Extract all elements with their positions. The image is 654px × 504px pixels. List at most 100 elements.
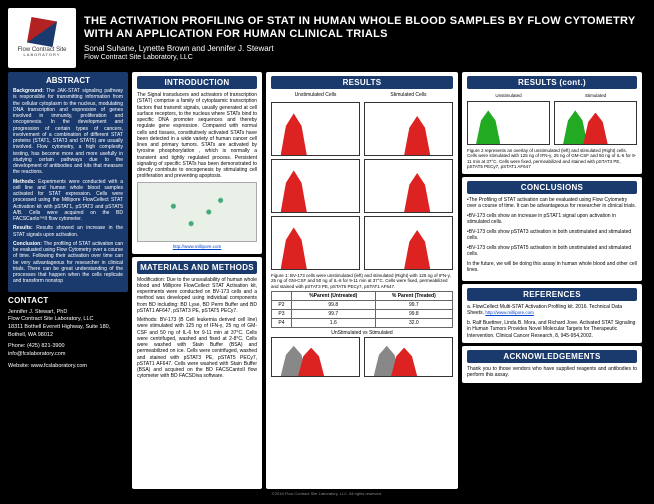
refs-panel: REFERENCES a. FlowCellect Multi-STAT Act… (462, 284, 642, 344)
r2c3: 32.0 (375, 319, 452, 328)
footer: ©2018 Flow Contract Site Laboratory, LLC… (8, 491, 646, 496)
title-block: THE ACTIVATION PROFILING OF STAT IN HUMA… (84, 15, 646, 61)
mm-heading: MATERIALS AND METHODS (137, 261, 257, 274)
chart-row-1 (271, 102, 453, 156)
chart-unstim-2 (271, 159, 360, 213)
col-3: RESULTS Unstimulated Cells Stimulated Ce… (266, 72, 458, 489)
abs-bg: The JAK-STAT signaling pathway is respon… (13, 88, 123, 175)
contact-phone: Phone: (425) 821-3900 (8, 343, 128, 351)
r0c2: 99.8 (291, 301, 375, 310)
cb5: In the future, we will be doing this ass… (467, 261, 637, 274)
th1 (272, 292, 292, 301)
authors: Sonal Suhane, Lynette Brown and Jennifer… (84, 44, 646, 53)
unstim-label: Unstimulated Cells (271, 92, 360, 98)
chart-stim-3 (364, 216, 453, 270)
r2-charts (467, 101, 637, 145)
overlay-1 (271, 337, 360, 377)
contact-name: Jennifer J. Stewart, PhD (8, 309, 128, 317)
refs-heading: REFERENCES (467, 288, 637, 301)
table-row: P4 1.6 32.0 (272, 319, 453, 328)
intro-heading: INTRODUCTION (137, 76, 257, 89)
r0c1: P2 (272, 301, 292, 310)
conclusions-panel: CONCLUSIONS •The Profiling of STAT activ… (462, 177, 642, 281)
ref2: b. Ralf Buettner, Linda B. Mora, and Ric… (467, 320, 637, 340)
results2-panel: RESULTS (cont.) Unstimulated Stimulated … (462, 72, 642, 174)
ack-panel: ACKNOWLEDGEMENTS Thank you to those vend… (462, 346, 642, 383)
chart-row-2 (271, 159, 453, 213)
col-4: RESULTS (cont.) Unstimulated Stimulated … (462, 72, 642, 489)
th2: %Parent (Untreated) (291, 292, 375, 301)
cb3: •BV-173 cells show pSTAT3 activation in … (467, 229, 637, 242)
mm-body: Modification: Due to the unavailability … (137, 277, 257, 380)
abs-m: Experiments were conducted with a cell l… (13, 179, 123, 223)
chart-unstim-1 (271, 102, 360, 156)
abstract-body: Background: The JAK-STAT signaling pathw… (13, 88, 123, 285)
cb1: •The Profiling of STAT activation can be… (467, 197, 637, 210)
abstract-panel: ABSTRACT Background: The JAK-STAT signal… (8, 72, 128, 292)
intro-panel: INTRODUCTION The Signal transducers and … (132, 72, 262, 254)
mm-p2: Methods: BV-173 (B Cell leukemia derived… (137, 317, 257, 380)
stim-label: Stimulated Cells (364, 92, 453, 98)
fig1-caption: Figure 1: BV-173 cells were unstimulated… (271, 273, 453, 289)
logo: Flow Contract Site LABORATORY (8, 8, 76, 68)
abs-bg-label: Background: (13, 88, 44, 94)
results-heading: RESULTS (271, 76, 453, 89)
r2c1: P4 (272, 319, 292, 328)
results-table: %Parent (Untreated) % Parent (Treated) P… (271, 291, 453, 328)
overlay-row (271, 337, 453, 377)
ack-heading: ACKNOWLEDGEMENTS (467, 350, 637, 363)
contact-email: info@fcslaboratory.com (8, 351, 128, 359)
abs-m-label: Methods: (13, 179, 35, 185)
refs-body: a. FlowCellect Multi-STAT Activation Pro… (467, 304, 637, 340)
abstract-heading: ABSTRACT (13, 76, 123, 85)
abs-r-label: Results: (13, 225, 33, 231)
chart-labels-row: Unstimulated Cells Stimulated Cells (271, 92, 453, 99)
r0c3: 99.7 (375, 301, 452, 310)
ack-text: Thank you to those vendors who have supp… (467, 366, 637, 379)
th3: % Parent (Treated) (375, 292, 452, 301)
contact-org: Flow Contract Site Laboratory, LLC (8, 316, 128, 324)
chart-unstim-3 (271, 216, 360, 270)
ref1-link[interactable]: http://www.millipore.com (485, 310, 534, 315)
columns: ABSTRACT Background: The JAK-STAT signal… (8, 72, 646, 489)
intro-text: The Signal transducers and activators of… (137, 92, 257, 180)
chart-stim-2 (364, 159, 453, 213)
abs-c-label: Conclusion: (13, 241, 42, 247)
logo-text2: LABORATORY (24, 53, 61, 57)
poster-title: THE ACTIVATION PROFILING OF STAT IN HUMA… (84, 15, 646, 41)
results2-heading: RESULTS (cont.) (467, 76, 637, 89)
intro-link[interactable]: http://www.millipore.com (173, 244, 222, 249)
overlay-2 (364, 337, 453, 377)
r2-chart-l (467, 101, 550, 145)
fig2-caption: Figure 2 represents an overlay of unstim… (467, 148, 637, 170)
contact-website: Website: www.fcslaboratory.com (8, 363, 128, 371)
col-1: ABSTRACT Background: The JAK-STAT signal… (8, 72, 128, 489)
contact-heading: CONTACT (8, 295, 128, 306)
logo-cube-icon (27, 16, 57, 46)
conclusions-body: •The Profiling of STAT activation can be… (467, 197, 637, 274)
overlay-label: UnStimulated vs Stimulated (271, 330, 453, 336)
cb2: •BV-173 cells show an increase in pSTAT1… (467, 213, 637, 226)
table-row: P2 99.8 99.7 (272, 301, 453, 310)
header: Flow Contract Site LABORATORY THE ACTIVA… (8, 8, 646, 68)
chart-row-3 (271, 216, 453, 270)
cb4: •BV-173 cells show pSTAT5 activation in … (467, 245, 637, 258)
conclusions-heading: CONCLUSIONS (467, 181, 637, 194)
r2-lbl-l: Unstimulated (467, 93, 550, 98)
r1c2: 99.7 (291, 310, 375, 319)
r2-labels: Unstimulated Stimulated (467, 92, 637, 98)
abs-c: The profiling of STAT activation can be … (13, 241, 123, 285)
contact-addr2: Bothell, WA 98012 (8, 332, 128, 340)
r2-chart-r (554, 101, 637, 145)
mm-panel: MATERIALS AND METHODS Modification: Due … (132, 257, 262, 490)
r2-lbl-r: Stimulated (554, 93, 637, 98)
r1c3: 99.8 (375, 310, 452, 319)
r1c1: P3 (272, 310, 292, 319)
results-panel: RESULTS Unstimulated Cells Stimulated Ce… (266, 72, 458, 489)
chart-stim-1 (364, 102, 453, 156)
col-2: INTRODUCTION The Signal transducers and … (132, 72, 262, 489)
cells-image (137, 182, 257, 242)
contact-panel: CONTACT Jennifer J. Stewart, PhD Flow Co… (8, 295, 128, 371)
r2c2: 1.6 (291, 319, 375, 328)
affiliation: Flow Contract Site Laboratory, LLC (84, 54, 646, 61)
